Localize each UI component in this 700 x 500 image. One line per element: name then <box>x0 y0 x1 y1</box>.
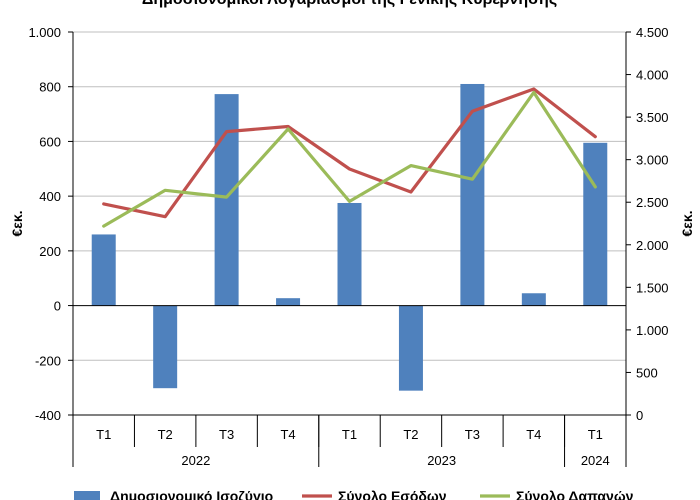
group-label: 2024 <box>581 453 610 468</box>
bar <box>153 305 178 389</box>
right-tick-label: 2.500 <box>636 195 669 210</box>
right-tick-label: 1.000 <box>636 323 669 338</box>
left-tick-label: 0 <box>54 299 61 314</box>
legend-label: Σύνολο Εσόδων <box>338 488 447 500</box>
bar <box>521 293 546 306</box>
category-label: T1 <box>342 427 357 442</box>
chart-title: Δημοσιονομικοί Λογαριασμοί της Γενικής Κ… <box>142 0 557 8</box>
bar <box>337 202 362 306</box>
left-tick-label: 600 <box>39 134 61 149</box>
right-tick-label: 0 <box>636 408 643 423</box>
left-tick-label: 200 <box>39 244 61 259</box>
right-tick-label: 1.500 <box>636 280 669 295</box>
bar <box>276 298 301 306</box>
series-line <box>102 87 597 219</box>
right-tick-label: 3.500 <box>636 110 669 125</box>
bar <box>460 83 485 306</box>
right-axis-title: €εκ. <box>679 210 695 236</box>
bar <box>583 142 608 306</box>
bar <box>214 94 239 306</box>
group-label: 2023 <box>427 453 456 468</box>
legend-swatch <box>74 491 100 500</box>
category-label: T3 <box>219 427 234 442</box>
right-tick-label: 4.000 <box>636 68 669 83</box>
series-line <box>102 90 597 228</box>
category-label: T3 <box>465 427 480 442</box>
left-tick-label: 400 <box>39 189 61 204</box>
left-tick-label: -400 <box>35 408 61 423</box>
right-tick-label: 4.500 <box>636 25 669 40</box>
category-label: T4 <box>280 427 295 442</box>
left-tick-label: -200 <box>35 353 61 368</box>
category-label: T2 <box>158 427 173 442</box>
category-label: T4 <box>526 427 541 442</box>
right-tick-label: 3.000 <box>636 153 669 168</box>
legend-label: Σύνολο Δαπανών <box>516 488 634 500</box>
category-label: T1 <box>588 427 603 442</box>
right-tick-label: 2.000 <box>636 238 669 253</box>
left-axis-title: €εκ. <box>9 210 25 236</box>
left-tick-label: 800 <box>39 80 61 95</box>
group-label: 2022 <box>181 453 210 468</box>
bar <box>91 234 116 306</box>
legend-label: Δημοσιονομικό Ισοζύγιο <box>110 488 273 500</box>
left-tick-label: 1.000 <box>28 25 61 40</box>
bar <box>398 305 423 391</box>
right-tick-label: 500 <box>636 365 658 380</box>
category-label: T1 <box>96 427 111 442</box>
category-label: T2 <box>403 427 418 442</box>
